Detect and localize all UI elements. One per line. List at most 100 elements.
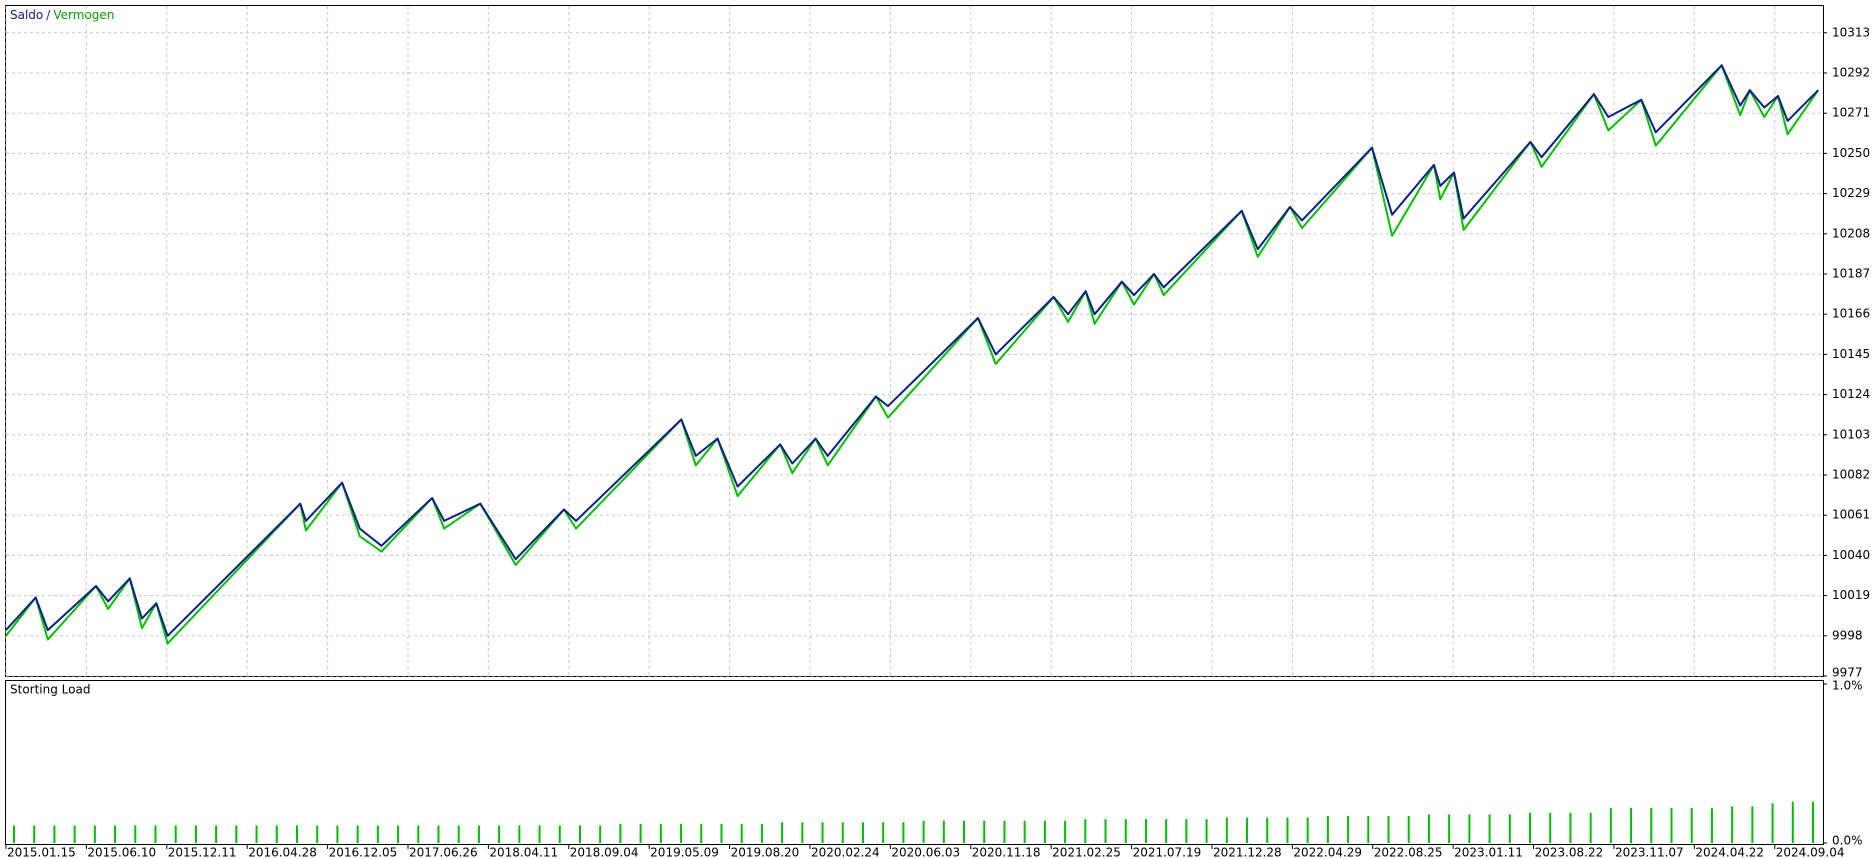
- x-tick-label: 2016.04.28: [248, 846, 317, 859]
- load-bar: [1670, 808, 1673, 843]
- load-bar: [1549, 812, 1552, 843]
- load-bar: [599, 825, 602, 843]
- x-tick-label: 2020.02.24: [811, 846, 880, 859]
- load-bar: [1144, 819, 1147, 843]
- load-bar: [1124, 819, 1127, 843]
- load-bar: [417, 825, 420, 843]
- load-bar: [53, 825, 56, 843]
- y-tick-label: 0.0%: [1832, 834, 1863, 848]
- y-tick-label: 9998: [1832, 628, 1863, 642]
- y-tick-label: 10292: [1832, 66, 1870, 80]
- y-tick-label: 10229: [1832, 186, 1870, 200]
- x-tick-label: 2023.01.11: [1454, 846, 1523, 859]
- load-bar: [1387, 815, 1390, 843]
- load-bar: [1367, 815, 1370, 843]
- load-bar: [639, 823, 642, 843]
- load-bar: [316, 825, 319, 843]
- y-tick-label: 10103: [1832, 427, 1870, 441]
- load-bar: [942, 820, 945, 843]
- load-bar: [215, 825, 218, 843]
- load-bar: [1286, 817, 1289, 843]
- y-tick-label: 1.0%: [1832, 679, 1863, 693]
- y-tick-label: 10145: [1832, 347, 1870, 361]
- load-bar: [1043, 820, 1046, 843]
- legend-saldo: Saldo: [10, 8, 43, 22]
- x-tick-label: 2015.06.10: [87, 846, 156, 859]
- x-tick-label: 2023.08.22: [1535, 846, 1604, 859]
- load-bar: [437, 825, 440, 843]
- load-bar: [922, 820, 925, 843]
- load-bar: [902, 822, 905, 843]
- load-bar: [114, 825, 117, 843]
- x-tick-label: 2019.08.20: [731, 846, 800, 859]
- load-bar: [457, 825, 460, 843]
- load-bar: [33, 825, 36, 843]
- load-bar: [740, 823, 743, 843]
- load-bar: [1306, 817, 1309, 843]
- load-bar: [1023, 820, 1026, 843]
- x-tick-label: 2021.12.28: [1213, 846, 1282, 859]
- load-bar: [1185, 819, 1188, 843]
- load-bar: [376, 825, 379, 843]
- load-bar: [1508, 814, 1511, 843]
- main-frame: [5, 5, 1824, 677]
- load-bar: [1488, 814, 1491, 843]
- load-bar: [1407, 815, 1410, 843]
- load-bar: [518, 825, 521, 843]
- x-tick-label: 2018.09.04: [570, 846, 639, 859]
- load-bar: [720, 823, 723, 843]
- y-tick-label: 10166: [1832, 307, 1870, 321]
- load-bar: [73, 825, 76, 843]
- load-bar: [1529, 812, 1532, 843]
- load-bar: [194, 825, 197, 843]
- load-bar: [134, 825, 137, 843]
- load-frame: [5, 680, 1824, 845]
- load-bar: [275, 825, 278, 843]
- load-bar: [861, 822, 864, 843]
- load-bar: [498, 825, 501, 843]
- load-bar: [619, 823, 622, 843]
- load-bar: [1064, 820, 1067, 843]
- x-tick-label: 2024.04.22: [1695, 846, 1764, 859]
- y-tick-label: 10187: [1832, 267, 1870, 281]
- load-bar: [659, 823, 662, 843]
- y-tick-label: 10208: [1832, 226, 1870, 240]
- y-tick-label: 9977: [1832, 666, 1863, 680]
- legend-separator: /: [46, 8, 51, 22]
- legend: Saldo / Vermogen: [10, 8, 114, 22]
- y-tick-label: 10061: [1832, 508, 1870, 522]
- load-bar: [1165, 819, 1168, 843]
- x-tick-label: 2024.09.04: [1776, 846, 1845, 859]
- x-tick-label: 2022.08.25: [1374, 846, 1443, 859]
- load-bar: [1246, 817, 1249, 843]
- y-tick-label: 10124: [1832, 387, 1870, 401]
- x-tick-label: 2016.12.05: [329, 846, 398, 859]
- x-tick-label: 2021.07.19: [1133, 846, 1202, 859]
- x-tick-label: 2022.04.29: [1293, 846, 1362, 859]
- load-bar: [1710, 808, 1713, 843]
- x-tick-label: 2015.12.11: [168, 846, 237, 859]
- x-tick-label: 2015.01.15: [7, 846, 76, 859]
- y-tick-label: 10040: [1832, 548, 1870, 562]
- load-bar: [477, 825, 480, 843]
- load-bar: [154, 825, 157, 843]
- series-line: [5, 64, 1820, 645]
- x-tick-label: 2021.02.25: [1052, 846, 1121, 859]
- load-bar: [558, 825, 561, 843]
- load-bar: [13, 825, 15, 843]
- load-bar: [295, 825, 298, 843]
- load-bar: [700, 823, 703, 843]
- load-title: Storting Load: [10, 683, 90, 697]
- load-bar: [1084, 819, 1087, 843]
- load-bar: [93, 825, 96, 843]
- load-bar: [1347, 815, 1350, 843]
- load-bar: [336, 825, 339, 843]
- load-bar: [1225, 817, 1228, 843]
- load-bar: [1448, 814, 1451, 843]
- load-bar: [781, 822, 784, 843]
- load-bar: [1609, 808, 1612, 843]
- load-bar: [1812, 801, 1814, 843]
- load-bar: [680, 823, 683, 843]
